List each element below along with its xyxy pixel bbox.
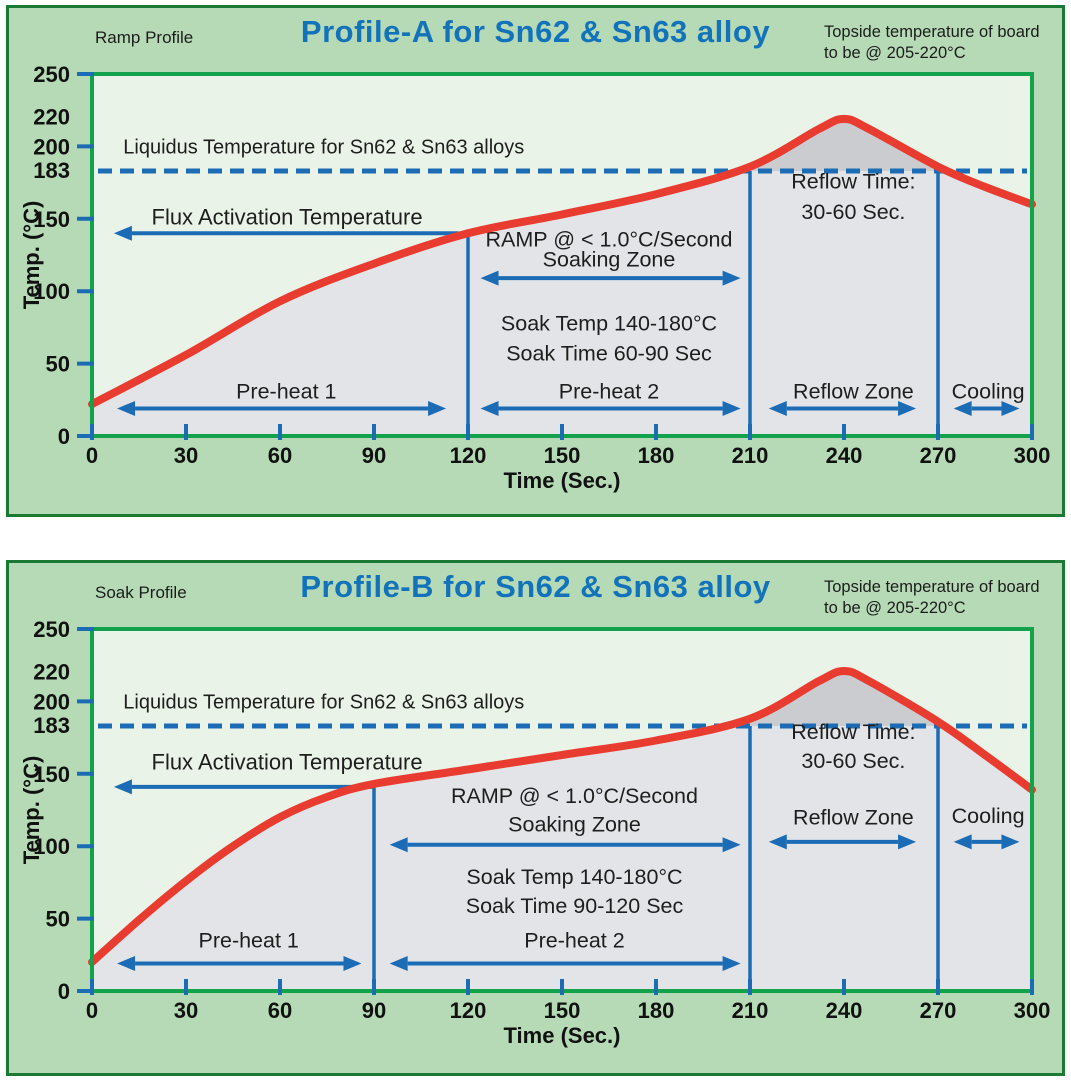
- svg-text:300: 300: [1014, 443, 1051, 468]
- profile-a-panel: Ramp Profile Profile-A for Sn62 & Sn63 a…: [6, 5, 1065, 517]
- profile-a-board-note: Topside temperature of board to be @ 205…: [824, 22, 1059, 64]
- svg-text:Temp. (°C): Temp. (°C): [19, 756, 44, 865]
- svg-text:150: 150: [544, 443, 581, 468]
- svg-text:50: 50: [46, 907, 70, 932]
- svg-text:180: 180: [638, 443, 675, 468]
- svg-text:Cooling: Cooling: [952, 379, 1025, 403]
- svg-text:Time (Sec.): Time (Sec.): [504, 468, 621, 493]
- svg-text:RAMP @ < 1.0°C/Second: RAMP @ < 1.0°C/Second: [451, 784, 698, 808]
- svg-text:Pre-heat 1: Pre-heat 1: [236, 379, 336, 403]
- svg-text:0: 0: [58, 979, 70, 1004]
- svg-text:150: 150: [544, 998, 581, 1023]
- svg-text:90: 90: [362, 443, 386, 468]
- svg-text:Cooling: Cooling: [952, 804, 1025, 828]
- board-note-line1: Topside temperature of board: [824, 578, 1040, 596]
- svg-text:240: 240: [826, 443, 863, 468]
- svg-text:200: 200: [33, 689, 70, 714]
- svg-text:Soak Temp 140-180°C: Soak Temp 140-180°C: [466, 865, 682, 889]
- svg-text:Flux Activation Temperature: Flux Activation Temperature: [152, 205, 423, 230]
- svg-text:Soaking Zone: Soaking Zone: [543, 248, 676, 272]
- svg-text:250: 250: [33, 617, 70, 642]
- svg-text:150: 150: [33, 762, 70, 787]
- svg-text:Flux Activation Temperature: Flux Activation Temperature: [152, 750, 423, 775]
- svg-text:30: 30: [174, 443, 198, 468]
- profile-b-title: Profile-B for Sn62 & Sn63 alloy: [300, 569, 771, 604]
- profile-b-chart: Liquidus Temperature for Sn62 & Sn63 all…: [19, 617, 1051, 1048]
- svg-text:183: 183: [33, 158, 70, 183]
- svg-text:Reflow Zone: Reflow Zone: [793, 806, 914, 830]
- profile-a-corner-label: Ramp Profile: [95, 28, 194, 47]
- board-note-line2: to be @ 205-220°C: [824, 599, 966, 617]
- profile-b-corner-label: Soak Profile: [95, 583, 187, 602]
- svg-text:0: 0: [58, 424, 70, 449]
- svg-text:RAMP @ < 1.0°C/Second: RAMP @ < 1.0°C/Second: [486, 227, 733, 251]
- svg-text:90: 90: [362, 998, 386, 1023]
- svg-text:Pre-heat 2: Pre-heat 2: [559, 379, 659, 403]
- svg-text:150: 150: [33, 207, 70, 232]
- svg-text:183: 183: [33, 713, 70, 738]
- profile-b-panel: Soak Profile Profile-B for Sn62 & Sn63 a…: [6, 560, 1065, 1076]
- svg-text:210: 210: [732, 443, 769, 468]
- svg-text:0: 0: [86, 443, 98, 468]
- svg-text:Reflow Time:: Reflow Time:: [791, 169, 915, 193]
- svg-text:Soak Time 90-120 Sec: Soak Time 90-120 Sec: [466, 894, 684, 918]
- svg-text:Soak Time 60-90 Sec: Soak Time 60-90 Sec: [506, 342, 712, 366]
- svg-text:Reflow Time:: Reflow Time:: [791, 720, 915, 744]
- svg-text:30-60 Sec.: 30-60 Sec.: [801, 749, 905, 773]
- svg-text:30-60 Sec.: 30-60 Sec.: [801, 200, 905, 224]
- svg-text:60: 60: [268, 998, 292, 1023]
- svg-text:Time (Sec.): Time (Sec.): [504, 1023, 621, 1048]
- svg-text:Soak Temp 140-180°C: Soak Temp 140-180°C: [501, 311, 717, 335]
- profile-a-chart: Liquidus Temperature for Sn62 & Sn63 all…: [19, 62, 1051, 493]
- svg-text:100: 100: [33, 279, 70, 304]
- svg-text:50: 50: [46, 352, 70, 377]
- board-note-line2: to be @ 205-220°C: [824, 44, 966, 62]
- svg-text:250: 250: [33, 62, 70, 87]
- svg-text:270: 270: [920, 998, 957, 1023]
- svg-text:Liquidus Temperature for Sn62: Liquidus Temperature for Sn62 & Sn63 all…: [123, 692, 524, 714]
- profile-b-board-note: Topside temperature of board to be @ 205…: [824, 577, 1059, 619]
- svg-text:300: 300: [1014, 998, 1051, 1023]
- svg-text:220: 220: [33, 104, 70, 129]
- svg-text:270: 270: [920, 443, 957, 468]
- svg-text:100: 100: [33, 834, 70, 859]
- svg-text:200: 200: [33, 134, 70, 159]
- svg-text:30: 30: [174, 998, 198, 1023]
- svg-text:180: 180: [638, 998, 675, 1023]
- svg-text:Soaking Zone: Soaking Zone: [508, 813, 641, 837]
- svg-text:120: 120: [450, 998, 487, 1023]
- svg-text:210: 210: [732, 998, 769, 1023]
- profile-a-title: Profile-A for Sn62 & Sn63 alloy: [300, 14, 771, 49]
- svg-text:60: 60: [268, 443, 292, 468]
- svg-text:Pre-heat 1: Pre-heat 1: [198, 929, 298, 953]
- svg-text:220: 220: [33, 659, 70, 684]
- svg-text:240: 240: [826, 998, 863, 1023]
- board-note-line1: Topside temperature of board: [824, 23, 1040, 41]
- svg-text:Reflow Zone: Reflow Zone: [793, 379, 914, 403]
- svg-text:120: 120: [450, 443, 487, 468]
- svg-text:Liquidus Temperature for Sn62: Liquidus Temperature for Sn62 & Sn63 all…: [123, 137, 524, 159]
- svg-text:Pre-heat 2: Pre-heat 2: [524, 929, 624, 953]
- svg-text:Temp. (°C): Temp. (°C): [19, 201, 44, 310]
- svg-text:0: 0: [86, 998, 98, 1023]
